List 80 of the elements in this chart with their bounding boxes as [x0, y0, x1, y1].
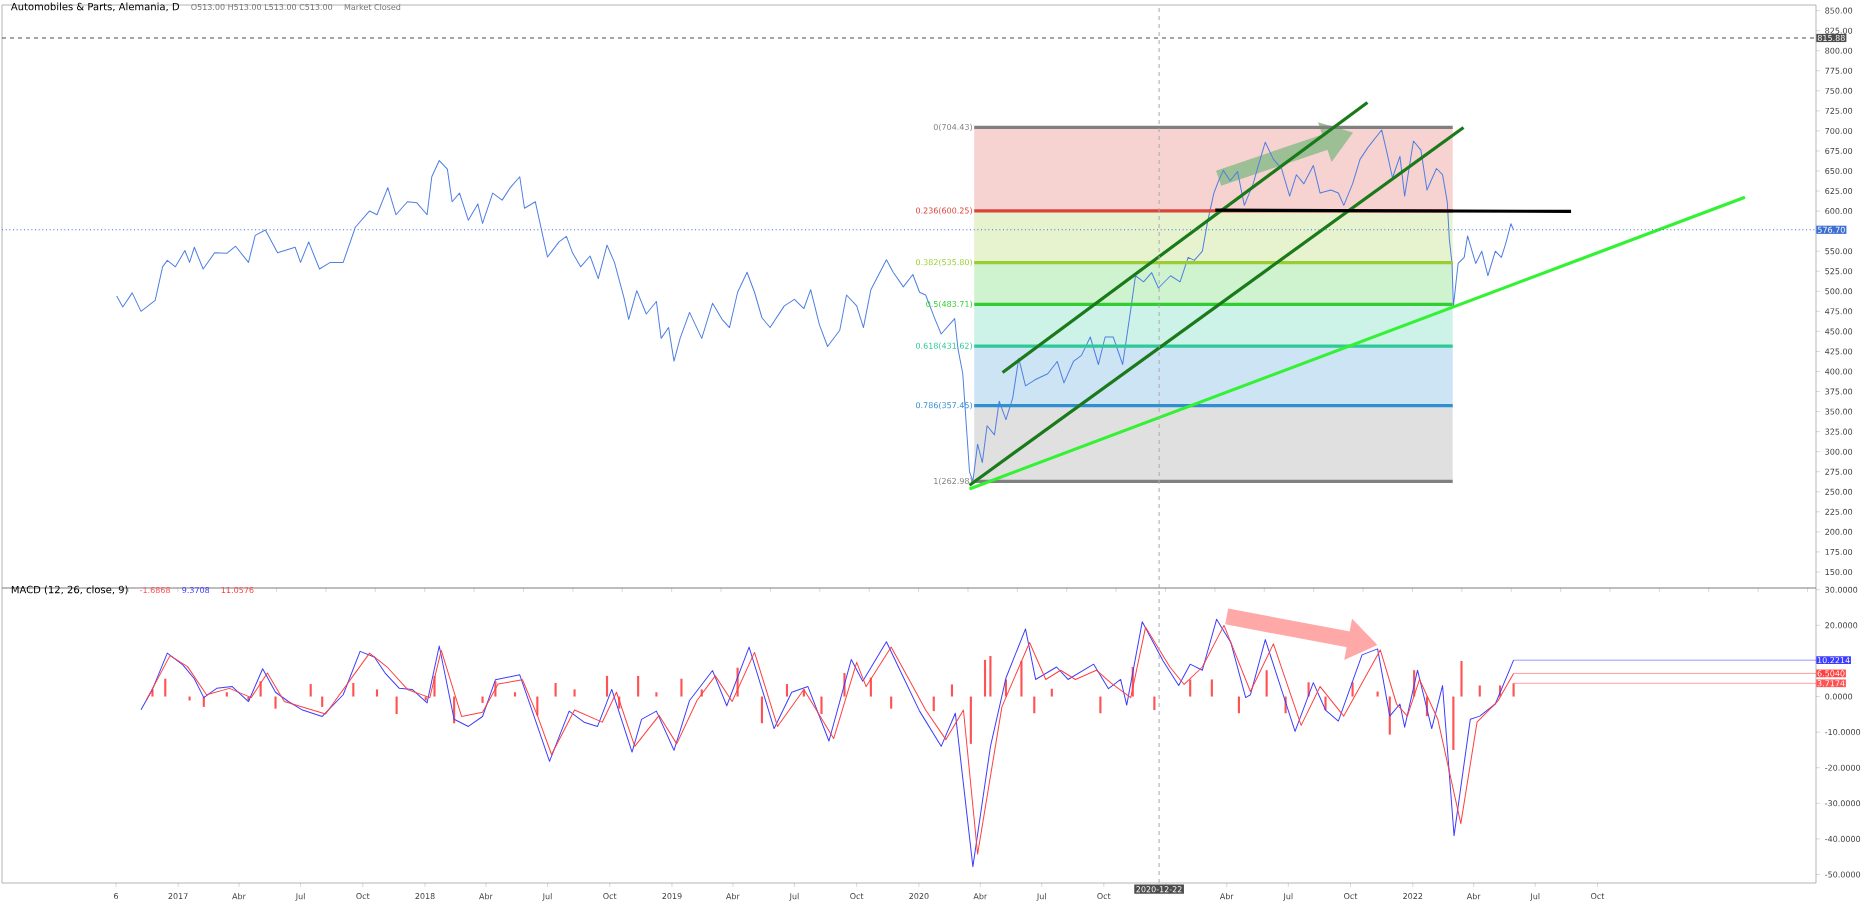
y-tick-label: 750.00 — [1825, 87, 1853, 94]
x-tick-label: Oct — [1344, 893, 1358, 900]
x-tick-label: Oct — [1097, 893, 1111, 900]
y-tick-label: -40.0000 — [1825, 835, 1861, 842]
series-label: 0.618(431.62) — [916, 342, 972, 350]
x-tick-label: Abr — [1466, 893, 1481, 900]
y-tick-label: 625.00 — [1825, 188, 1853, 195]
x-tick-label: Abr — [1219, 893, 1234, 900]
x-tick-label: Abr — [479, 893, 493, 900]
y-tick-label: 500.00 — [1825, 288, 1853, 295]
y-tick-label: 850.00 — [1825, 7, 1853, 14]
x-tick-label: Jul — [789, 893, 799, 901]
series-label: 0(704.43) — [933, 123, 972, 131]
y-tick-label: 425.00 — [1825, 348, 1853, 355]
y-tick-label: -50.0000 — [1825, 871, 1861, 878]
y-tick-label: 200.00 — [1825, 528, 1853, 535]
y-tick-label: 700.00 — [1825, 127, 1853, 134]
y-tick-label: 675.00 — [1825, 147, 1853, 154]
x-tick-label: 2017 — [168, 893, 188, 900]
series-label: 0.236(600.25) — [916, 207, 972, 215]
y-tick-label: 325.00 — [1825, 428, 1853, 435]
x-tick-label: 6 — [114, 893, 119, 900]
x-tick-label: Jul — [1036, 893, 1046, 901]
y-tick-label: 550.00 — [1825, 248, 1853, 255]
y-tick-label: 0.0000 — [1825, 693, 1853, 700]
y-tick-label: 450.00 — [1825, 328, 1853, 335]
ref-line-label: 2020-12-22 — [1136, 886, 1182, 893]
y-tick-label: 600.00 — [1825, 208, 1853, 215]
y-tick-label: 20.0000 — [1825, 622, 1858, 629]
x-tick-label: 2018 — [415, 893, 435, 900]
x-tick-label: Oct — [1591, 893, 1605, 900]
x-tick-label: Oct — [850, 893, 864, 900]
y-tick-label: 650.00 — [1825, 167, 1853, 175]
chart-title: Automobiles & Parts, Alemania, D — [10, 2, 180, 12]
x-tick-label: Oct — [356, 893, 370, 900]
y-tick-label: 350.00 — [1825, 408, 1853, 415]
y-tick-label: 525.00 — [1825, 268, 1853, 275]
annotation: 10.2214 — [1817, 657, 1850, 664]
x-tick-label: Oct — [603, 893, 617, 900]
y-tick-label: -20.0000 — [1825, 764, 1861, 771]
x-tick-label: Abr — [726, 893, 740, 900]
annotation: 3.7174 — [1817, 680, 1845, 687]
x-tick-label: Jul — [1529, 893, 1540, 901]
annotation: Market Closed — [344, 3, 401, 11]
y-tick-label: 275.00 — [1825, 468, 1853, 475]
series-label: 1(262.98) — [934, 477, 972, 485]
chart-title: MACD (12, 26, close, 9) — [11, 585, 128, 595]
x-tick-label: 2019 — [662, 893, 682, 900]
x-tick-label: Jul — [542, 893, 552, 901]
y-tick-label: 825.00 — [1825, 27, 1853, 34]
y-tick-label: 800.00 — [1825, 47, 1853, 54]
y-tick-label: -10.0000 — [1825, 729, 1861, 736]
x-tick-label: Jul — [295, 893, 305, 901]
annotation: -1.6868 — [140, 587, 170, 594]
y-tick-label: 725.00 — [1825, 107, 1853, 114]
y-tick-label: 400.00 — [1825, 368, 1853, 375]
x-tick-label: Abr — [973, 893, 988, 900]
y-tick-label: 225.00 — [1825, 508, 1853, 515]
y-tick-label: 150.00 — [1825, 568, 1853, 575]
series-label: 0.5(483.71) — [926, 300, 972, 308]
y-tick-label: 250.00 — [1825, 488, 1853, 495]
x-tick-label: Jul — [1283, 893, 1293, 901]
ref-line-label: 576.70 — [1817, 226, 1845, 233]
x-tick-label: 2020 — [909, 893, 929, 900]
y-tick-label: -30.0000 — [1825, 800, 1861, 807]
x-tick-label: 2022 — [1403, 893, 1423, 900]
y-tick-label: 30.0000 — [1825, 586, 1858, 593]
ref-line-label: 815.88 — [1817, 34, 1845, 41]
annotation: 11.0576 — [221, 587, 254, 594]
x-tick-label: Abr — [232, 893, 246, 900]
y-tick-label: 175.00 — [1825, 548, 1853, 555]
annotation: 9.3708 — [182, 587, 210, 594]
series-label: 0.786(357.45) — [916, 402, 972, 410]
series-label: 0.382(535.80) — [916, 259, 972, 267]
y-tick-label: 775.00 — [1825, 67, 1853, 74]
annotation: O513.00 H513.00 L513.00 C513.00 — [191, 3, 333, 10]
annotation: 6.5040 — [1817, 670, 1845, 677]
y-tick-label: 375.00 — [1825, 388, 1853, 395]
y-tick-label: 475.00 — [1825, 308, 1853, 315]
y-tick-label: 300.00 — [1825, 448, 1853, 455]
